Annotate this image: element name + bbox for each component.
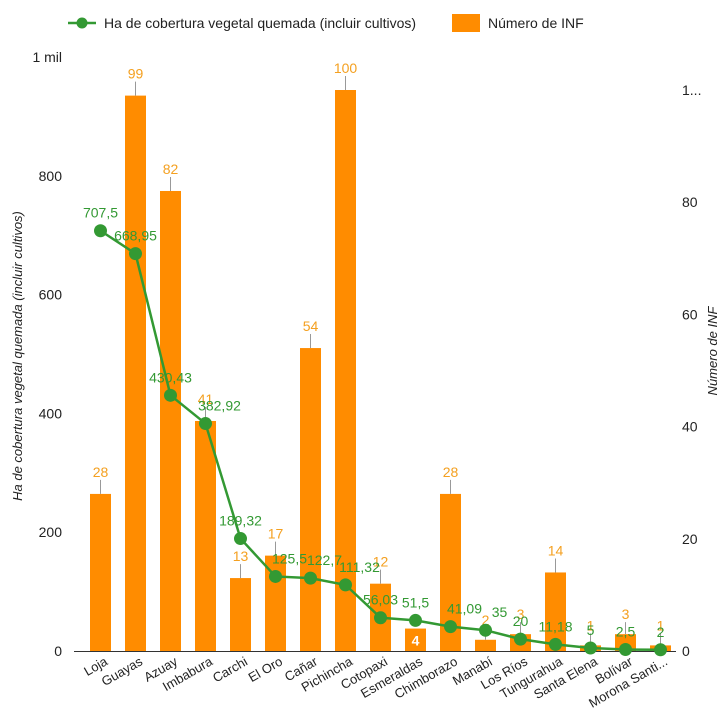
- y-left-tick-label: 1 mil: [32, 49, 62, 65]
- bar-data-label: 28: [443, 464, 459, 480]
- line-point: [654, 643, 667, 657]
- bar: [230, 578, 251, 651]
- line-point: [409, 613, 422, 627]
- bar-data-label: 17: [268, 526, 284, 542]
- line-point: [619, 643, 632, 657]
- line-point: [444, 620, 457, 634]
- bar-data-label: 100: [334, 60, 358, 76]
- y-right-tick-label: 80: [682, 194, 698, 210]
- y-right-tick-label: 20: [682, 531, 698, 547]
- line-data-label: 35: [492, 604, 508, 620]
- line-point: [164, 388, 177, 402]
- bar-data-label: 13: [233, 548, 249, 564]
- y-axis-right: 0 20 40 60 80 1...: [682, 82, 701, 659]
- y-right-tick-label: 1...: [682, 82, 701, 98]
- bar-data-label: 4: [412, 633, 420, 649]
- y-axis-left: 0 200 400 600 800 1 mil: [32, 49, 62, 659]
- line-data-label: 41,09: [447, 601, 482, 617]
- line-point: [199, 417, 212, 431]
- bar: [335, 90, 356, 651]
- line-data-label: 11,18: [539, 618, 573, 634]
- line-data-label: 122,7: [307, 552, 342, 568]
- line-point: [129, 247, 142, 261]
- bar: [195, 420, 216, 651]
- line-data-label: 2,5: [616, 624, 636, 640]
- bar-data-label: 1: [587, 617, 595, 633]
- bar: [405, 628, 426, 651]
- line-data-label: 382,92: [198, 398, 241, 414]
- y-axis-left-title: Ha de cobertura vegetal quemada (incluir…: [10, 211, 25, 501]
- line-point: [479, 623, 492, 637]
- y-right-tick-label: 40: [682, 419, 698, 435]
- line-point: [514, 632, 527, 646]
- x-tick-label: Carchi: [210, 654, 250, 686]
- line-point: [374, 611, 387, 625]
- legend-bar-swatch: [452, 14, 480, 32]
- bar-data-label: 28: [93, 464, 109, 480]
- line-point: [339, 578, 352, 592]
- bar: [300, 348, 321, 651]
- line-point: [304, 571, 317, 585]
- line-data-label: 56,03: [363, 592, 398, 608]
- line-series: [94, 224, 667, 657]
- bar: [440, 493, 461, 651]
- line-data-label: 2: [657, 624, 665, 640]
- bar-data-label: 54: [303, 318, 319, 334]
- line-point: [584, 641, 597, 655]
- y-left-tick-label: 600: [39, 287, 63, 303]
- bar: [160, 190, 181, 652]
- bar-data-label: 82: [163, 161, 179, 177]
- x-tick-label: Guayas: [99, 653, 146, 689]
- line-data-label: 668,95: [114, 228, 157, 244]
- bar: [90, 493, 111, 651]
- y-right-tick-label: 0: [682, 643, 690, 659]
- bar-data-label: 1: [657, 617, 665, 633]
- x-tick-label: El Oro: [246, 654, 285, 685]
- line-data-label: 430,43: [149, 369, 192, 385]
- line-data-label: 189,32: [219, 513, 262, 529]
- legend: Ha de cobertura vegetal quemada (incluir…: [68, 14, 584, 32]
- bar: [475, 639, 496, 651]
- line-data-label: 20: [513, 613, 529, 629]
- y-left-tick-label: 800: [39, 168, 63, 184]
- legend-bar-label: Número de INF: [488, 15, 584, 31]
- bar-data-label: 3: [517, 606, 525, 622]
- line-point: [269, 569, 282, 583]
- y-right-tick-label: 60: [682, 306, 698, 322]
- bar-data-label: 12: [373, 554, 389, 570]
- legend-line-marker: [76, 17, 88, 29]
- line-data-label: 707,5: [83, 205, 118, 221]
- y-axis-right-title: Número de INF: [705, 306, 720, 396]
- y-left-tick-label: 400: [39, 405, 63, 421]
- bar-data-label: 3: [622, 606, 630, 622]
- line-point: [94, 224, 107, 238]
- line-data-label: 51,5: [402, 594, 429, 610]
- line-data-label: 111,32: [339, 559, 380, 575]
- bar: [125, 95, 146, 652]
- line-data-label: 5: [587, 622, 595, 638]
- line-point: [549, 637, 562, 651]
- line-point: [234, 532, 247, 546]
- legend-line-label: Ha de cobertura vegetal quemada (incluir…: [104, 15, 416, 31]
- bar-data-label: 14: [548, 542, 564, 558]
- bar-data-label: 2: [482, 612, 490, 628]
- bar-data-label: 41: [198, 391, 214, 407]
- y-left-tick-label: 200: [39, 524, 63, 540]
- bar: [545, 572, 566, 651]
- line-data-label: 125,5: [272, 550, 307, 566]
- y-left-tick-label: 0: [54, 643, 62, 659]
- bar-data-label: 99: [128, 66, 144, 82]
